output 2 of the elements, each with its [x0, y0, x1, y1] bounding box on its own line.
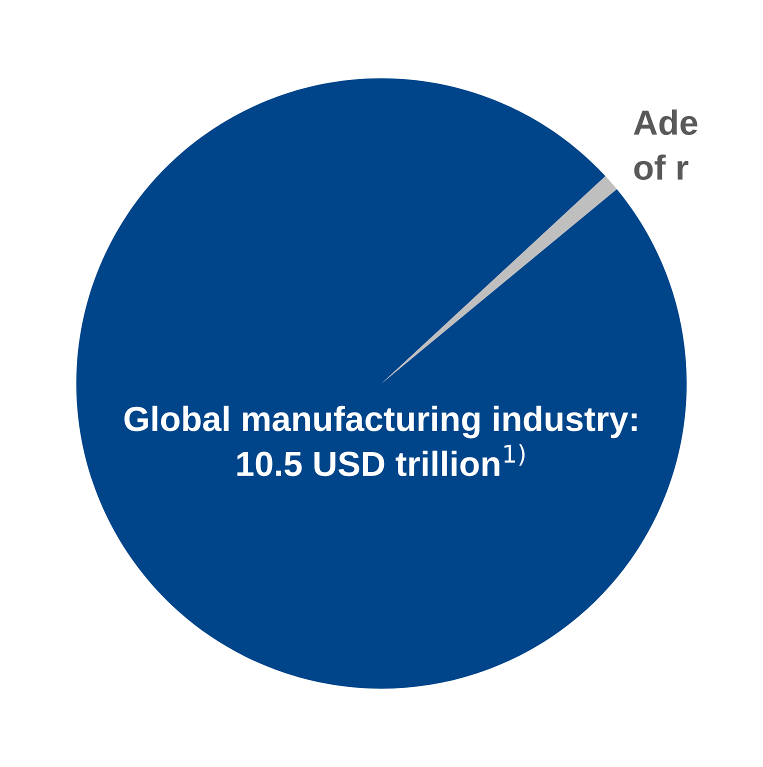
slice-label: Global manufacturing industry: 10.5 USD trillion$^{1)}$: [124, 406, 637, 476]
slice-label: Ade of r: [634, 110, 698, 180]
